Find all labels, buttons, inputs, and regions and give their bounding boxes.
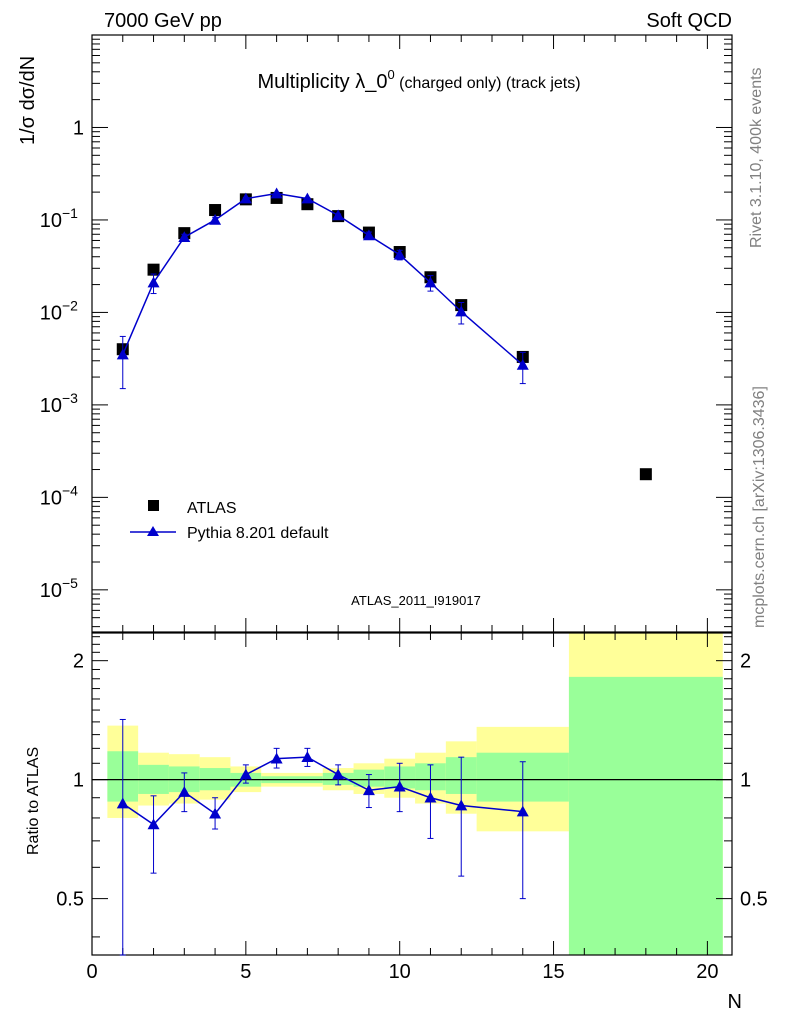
mc-point-2 <box>147 276 160 288</box>
mc-point-9 <box>362 229 375 241</box>
legend-atlas-label: ATLAS <box>187 500 237 517</box>
main-ytick-label-3: 10 <box>40 302 62 324</box>
ratio-point-14 <box>516 805 529 817</box>
ratio-point-2 <box>147 818 160 830</box>
main-ylabel: 1/σ dσ/dN <box>17 56 39 145</box>
main-ytick-label-2: 10 <box>40 395 62 417</box>
legend-atlas-marker <box>148 500 159 511</box>
mc-line <box>122 192 524 366</box>
ratio-ytick-label-right-0.5: 0.5 <box>740 889 768 911</box>
main-ytick-exp-3: −2 <box>62 297 78 313</box>
atlas-point-4 <box>209 204 222 217</box>
header-right: Soft QCD <box>646 10 732 32</box>
main-title-text: Multiplicity λ_0 <box>257 71 387 93</box>
main-ytick-label-4: 10 <box>40 210 62 232</box>
ratio-point-10 <box>393 780 406 792</box>
main-ytick-label-0: 10 <box>40 580 62 602</box>
legend-mc-label: Pythia 8.201 default <box>187 525 329 542</box>
ratio-ylabel: Ratio to ATLAS <box>25 747 42 855</box>
mcplots-label: mcplots.cern.ch [arXiv:1306.3436] <box>751 386 768 628</box>
main-plot: 10 −510 −410 −310 −210 −11 <box>40 34 733 633</box>
legend: ATLAS Pythia 8.201 default <box>130 500 329 542</box>
main-ytick-exp-0: −5 <box>62 575 78 591</box>
mc-point-3 <box>178 231 191 243</box>
mc-point-11 <box>424 276 437 288</box>
mc-point-6 <box>270 187 283 199</box>
mc-point-4 <box>209 213 222 225</box>
ratio-point-4 <box>209 807 222 819</box>
rivet-label: Rivet 3.1.10, 400k events <box>748 67 765 248</box>
xtick-label-15: 15 <box>542 961 564 983</box>
mc-point-1 <box>116 348 129 360</box>
band-inner-13 <box>568 676 723 955</box>
main-ytick-exp-2: −3 <box>62 390 78 406</box>
xlabel: N <box>728 991 742 1013</box>
legend-mc-marker <box>147 526 159 536</box>
ratio-ytick-label-right-1: 1 <box>740 770 751 792</box>
ratio-point-6 <box>270 752 283 764</box>
mc-point-5 <box>239 192 252 204</box>
xtick-label-20: 20 <box>696 961 718 983</box>
main-frame <box>91 34 733 633</box>
main-ytick-exp-1: −4 <box>62 482 78 498</box>
ratio-frame <box>91 632 733 956</box>
ratio-point-12 <box>455 799 468 811</box>
atlas-point-2 <box>147 263 160 276</box>
ratio-point-3 <box>178 786 191 797</box>
mc-point-8 <box>332 209 345 221</box>
ratio-point-8 <box>332 768 345 780</box>
mc-point-12 <box>455 305 468 317</box>
ratio-point-11 <box>424 791 437 803</box>
main-title-sup: 0 <box>387 67 394 82</box>
ratio-ytick-label-left-0.5: 0.5 <box>56 889 84 911</box>
xtick-label-10: 10 <box>389 961 411 983</box>
ratio-ytick-label-left-1: 1 <box>73 770 84 792</box>
main-title: Multiplicity λ_00 (charged only) (track … <box>257 67 580 93</box>
main-ytick-exp-4: −1 <box>62 205 78 221</box>
xtick-label-0: 0 <box>86 961 97 983</box>
ratio-point-1 <box>116 797 129 809</box>
ratio-point-9 <box>362 784 375 796</box>
atlas-point-18 <box>639 468 652 481</box>
ratio-plot: 0 5 10 15 20 0.5 0.5 1 1 2 2 <box>56 632 768 983</box>
main-title-suffix: (charged only) (track jets) <box>395 75 581 92</box>
ratio-ytick-label-right-2: 2 <box>740 651 751 673</box>
mc-point-7 <box>301 192 314 204</box>
mc-point-14 <box>516 359 529 370</box>
watermark: ATLAS_2011_I919017 <box>351 593 481 608</box>
ratio-point-5 <box>239 768 252 780</box>
main-ytick-label-1: 10 <box>40 487 62 509</box>
ratio-ytick-label-left-2: 2 <box>73 651 84 673</box>
mc-point-10 <box>393 248 406 260</box>
main-ytick-label-5: 1 <box>73 117 84 139</box>
xtick-label-5: 5 <box>240 961 251 983</box>
ratio-point-7 <box>301 751 314 762</box>
header-left: 7000 GeV pp <box>104 10 222 32</box>
